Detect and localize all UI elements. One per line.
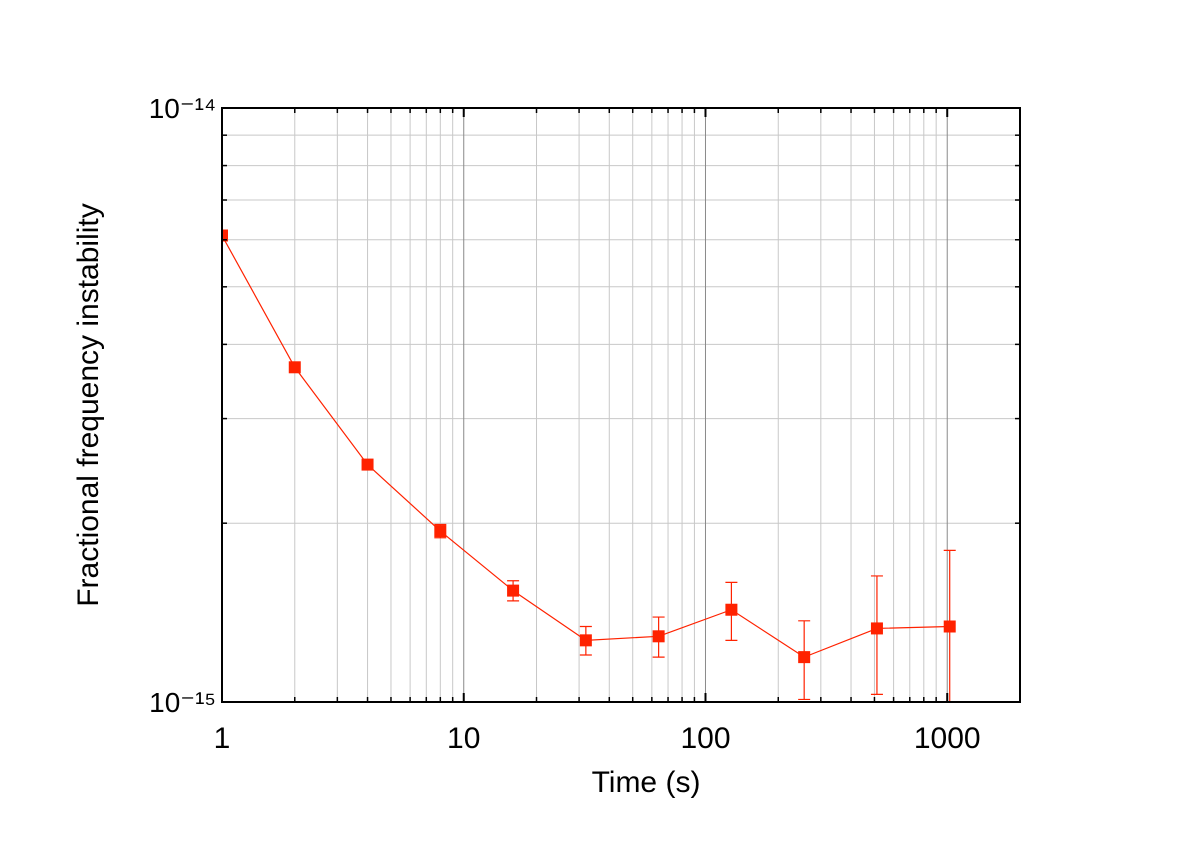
data-point (434, 525, 447, 538)
data-point (798, 651, 811, 664)
data-point (652, 630, 665, 643)
data-point (222, 229, 228, 242)
axes: 1 10 100 1000 10⁻¹⁵ 10⁻¹⁴ (149, 93, 1020, 755)
data-point (361, 458, 374, 471)
data-point (579, 634, 592, 647)
plot-area (222, 229, 956, 702)
data-point (507, 584, 520, 597)
data-point (943, 620, 956, 633)
x-axis-label: Time (s) (592, 766, 701, 799)
error-bar (943, 549, 956, 702)
data-point (725, 603, 738, 616)
data-point (288, 361, 301, 374)
data-point (870, 622, 883, 635)
x-tick-label: 100 (680, 722, 730, 755)
x-tick-label: 10 (447, 722, 480, 755)
y-axis-label: Fractional frequency instability (72, 203, 105, 607)
x-tick-label: 1000 (914, 722, 981, 755)
y-tick-label: 10⁻¹⁵ (149, 687, 216, 718)
y-tick-label: 10⁻¹⁴ (149, 93, 216, 124)
plot-frame (221, 107, 1021, 703)
x-tick-label: 1 (214, 722, 231, 755)
error-bar (870, 575, 883, 695)
